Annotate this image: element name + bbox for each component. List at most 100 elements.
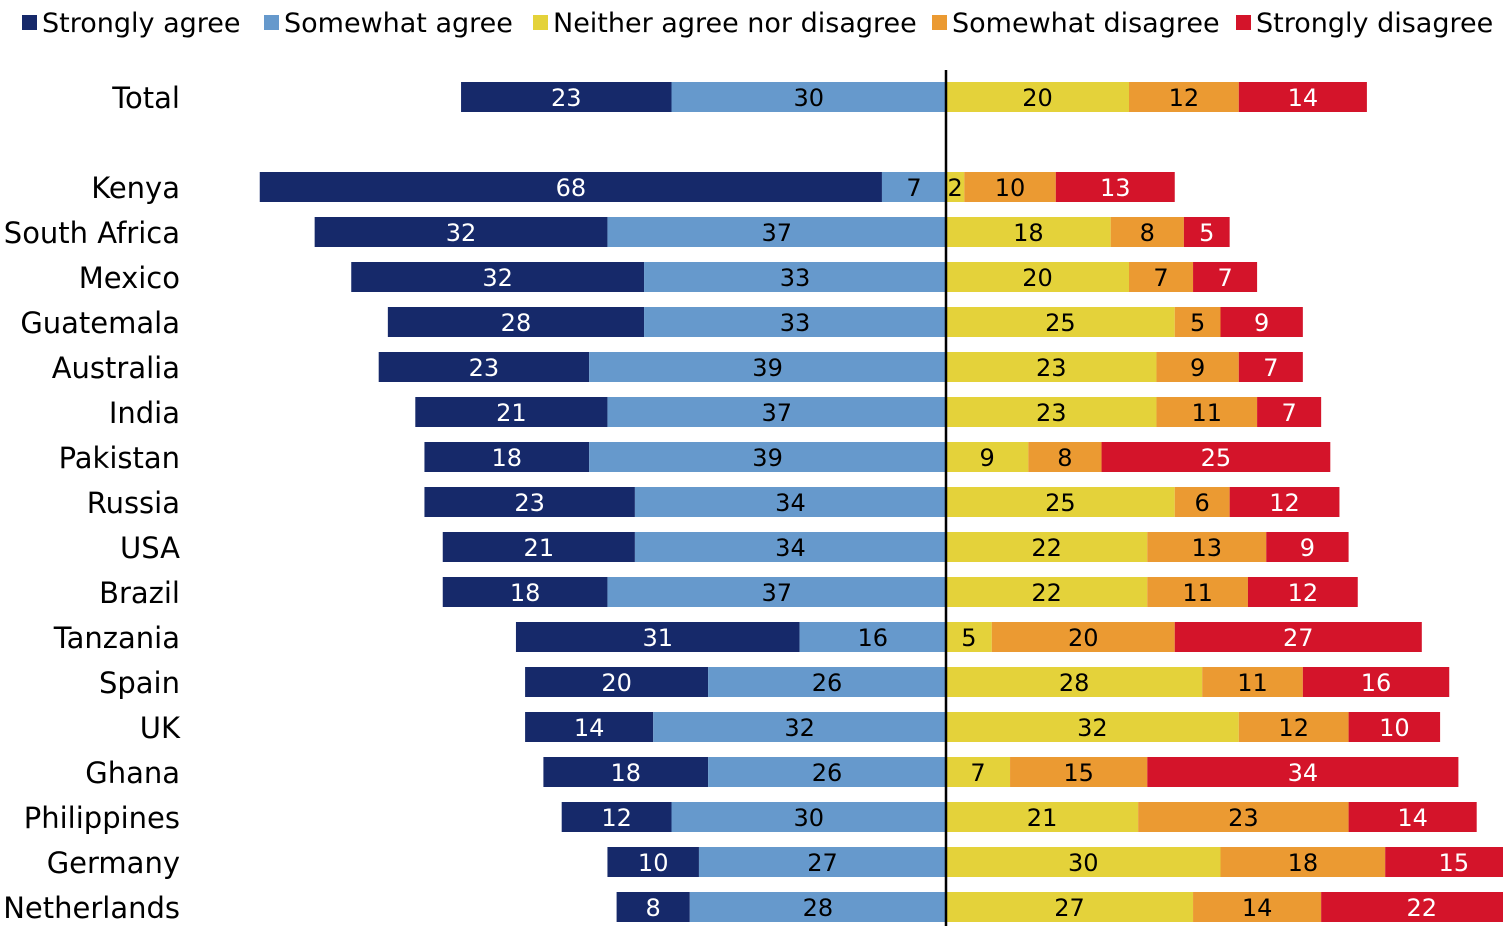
data-label-australia-strongly-disagree: 7 bbox=[1263, 354, 1278, 382]
bar-germany-somewhat-agree bbox=[698, 847, 946, 877]
data-label-kenya-strongly-disagree: 13 bbox=[1100, 174, 1131, 202]
data-label-russia-strongly-disagree: 12 bbox=[1269, 489, 1300, 517]
data-label-pakistan-somewhat-disagree: 8 bbox=[1057, 444, 1072, 472]
data-label-ghana-somewhat-disagree: 15 bbox=[1063, 759, 1094, 787]
category-label-guatemala: Guatemala bbox=[20, 306, 180, 340]
bar-spain-neither-agree-nor-disagree bbox=[946, 667, 1203, 697]
bar-spain-strongly-agree bbox=[525, 667, 709, 697]
data-label-uk-strongly-agree: 14 bbox=[574, 714, 605, 742]
data-label-usa-strongly-disagree: 9 bbox=[1300, 534, 1315, 562]
data-label-total-somewhat-disagree: 12 bbox=[1169, 84, 1200, 112]
data-label-germany-strongly-disagree: 15 bbox=[1439, 849, 1470, 877]
bar-mexico-strongly-agree bbox=[351, 262, 645, 292]
bar-guatemala-somewhat-disagree bbox=[1174, 307, 1221, 337]
bar-south-africa-somewhat-disagree bbox=[1110, 217, 1184, 247]
bar-india-strongly-disagree bbox=[1257, 397, 1322, 427]
bar-netherlands-somewhat-disagree bbox=[1193, 892, 1322, 922]
bar-uk-somewhat-disagree bbox=[1238, 712, 1349, 742]
category-labels: Total Kenya South Africa Mexico Guatemala Aus… bbox=[3, 81, 181, 925]
bar-philippines-strongly-disagree bbox=[1348, 802, 1477, 832]
bar-total-somewhat-agree bbox=[671, 82, 946, 112]
legend-label-neither-agree-nor-disagree: Neither agree nor disagree bbox=[553, 8, 917, 39]
bar-guatemala-strongly-agree bbox=[387, 307, 645, 337]
data-label-kenya-strongly-agree: 68 bbox=[556, 174, 587, 202]
data-label-south-africa-somewhat-disagree: 8 bbox=[1140, 219, 1155, 247]
data-label-usa-somewhat-disagree: 13 bbox=[1191, 534, 1222, 562]
data-label-south-africa-strongly-disagree: 5 bbox=[1199, 219, 1214, 247]
bar-ghana-somewhat-agree bbox=[708, 757, 946, 787]
bar-usa-strongly-agree bbox=[442, 532, 635, 562]
bar-usa-somewhat-agree bbox=[634, 532, 946, 562]
category-label-germany: Germany bbox=[47, 846, 180, 880]
data-label-tanzania-somewhat-agree: 16 bbox=[858, 624, 889, 652]
data-label-brazil-somewhat-agree: 37 bbox=[761, 579, 792, 607]
data-label-usa-neither-agree-nor-disagree: 22 bbox=[1031, 534, 1062, 562]
bar-south-africa-neither-agree-nor-disagree bbox=[946, 217, 1111, 247]
data-label-uk-neither-agree-nor-disagree: 32 bbox=[1077, 714, 1108, 742]
data-label-philippines-neither-agree-nor-disagree: 21 bbox=[1027, 804, 1058, 832]
legend-swatch-somewhat-disagree bbox=[932, 15, 947, 30]
bar-pakistan-strongly-disagree bbox=[1101, 442, 1331, 472]
bar-kenya-strongly-disagree bbox=[1055, 172, 1175, 202]
category-label-tanzania: Tanzania bbox=[53, 621, 180, 655]
data-label-ghana-somewhat-agree: 26 bbox=[812, 759, 843, 787]
bar-usa-strongly-disagree bbox=[1266, 532, 1349, 562]
data-label-brazil-strongly-agree: 18 bbox=[510, 579, 541, 607]
bar-south-africa-strongly-disagree bbox=[1183, 217, 1230, 247]
bar-pakistan-somewhat-disagree bbox=[1028, 442, 1102, 472]
bar-brazil-strongly-disagree bbox=[1247, 577, 1358, 607]
bar-mexico-strongly-disagree bbox=[1193, 262, 1258, 292]
data-label-netherlands-neither-agree-nor-disagree: 27 bbox=[1054, 894, 1085, 922]
data-label-spain-strongly-disagree: 16 bbox=[1361, 669, 1392, 697]
bar-australia-somewhat-agree bbox=[589, 352, 946, 382]
bar-tanzania-somewhat-disagree bbox=[991, 622, 1175, 652]
category-label-kenya: Kenya bbox=[91, 171, 180, 205]
data-label-usa-somewhat-agree: 34 bbox=[775, 534, 806, 562]
bar-netherlands-somewhat-agree bbox=[689, 892, 946, 922]
category-label-philippines: Philippines bbox=[24, 801, 180, 835]
data-label-philippines-strongly-agree: 12 bbox=[601, 804, 632, 832]
bar-total-strongly-agree bbox=[461, 82, 672, 112]
bar-total-neither-agree-nor-disagree bbox=[946, 82, 1129, 112]
data-label-india-somewhat-agree: 37 bbox=[761, 399, 792, 427]
data-label-ghana-strongly-disagree: 34 bbox=[1288, 759, 1319, 787]
bar-brazil-strongly-agree bbox=[442, 577, 608, 607]
bar-philippines-neither-agree-nor-disagree bbox=[946, 802, 1139, 832]
data-label-south-africa-somewhat-agree: 37 bbox=[761, 219, 792, 247]
legend-swatch-strongly-agree bbox=[22, 15, 37, 30]
bar-usa-neither-agree-nor-disagree bbox=[946, 532, 1148, 562]
data-label-germany-somewhat-disagree: 18 bbox=[1288, 849, 1319, 877]
bar-kenya-neither-agree-nor-disagree bbox=[946, 172, 965, 202]
data-label-india-neither-agree-nor-disagree: 23 bbox=[1036, 399, 1067, 427]
bar-brazil-somewhat-agree bbox=[607, 577, 946, 607]
bar-russia-neither-agree-nor-disagree bbox=[946, 487, 1175, 517]
bar-total-somewhat-disagree bbox=[1129, 82, 1239, 112]
data-label-mexico-somewhat-disagree: 7 bbox=[1153, 264, 1168, 292]
category-label-india: India bbox=[109, 396, 180, 430]
data-label-philippines-somewhat-disagree: 23 bbox=[1228, 804, 1259, 832]
bar-kenya-somewhat-agree bbox=[881, 172, 946, 202]
category-label-mexico: Mexico bbox=[79, 261, 180, 295]
data-label-india-strongly-disagree: 7 bbox=[1281, 399, 1296, 427]
bar-kenya-strongly-agree bbox=[259, 172, 882, 202]
bar-australia-strongly-agree bbox=[378, 352, 590, 382]
category-label-australia: Australia bbox=[52, 351, 180, 385]
data-label-brazil-somewhat-disagree: 11 bbox=[1182, 579, 1213, 607]
bar-ghana-neither-agree-nor-disagree bbox=[946, 757, 1011, 787]
legend-label-strongly-agree: Strongly agree bbox=[42, 8, 240, 39]
bar-russia-somewhat-disagree bbox=[1174, 487, 1230, 517]
data-label-netherlands-somewhat-disagree: 14 bbox=[1242, 894, 1273, 922]
bar-russia-strongly-agree bbox=[424, 487, 635, 517]
data-label-tanzania-strongly-agree: 31 bbox=[643, 624, 674, 652]
category-label-pakistan: Pakistan bbox=[59, 441, 180, 475]
bar-tanzania-neither-agree-nor-disagree bbox=[946, 622, 992, 652]
bar-pakistan-neither-agree-nor-disagree bbox=[946, 442, 1029, 472]
bar-india-somewhat-disagree bbox=[1156, 397, 1258, 427]
category-label-uk: UK bbox=[140, 711, 181, 745]
data-label-spain-neither-agree-nor-disagree: 28 bbox=[1059, 669, 1090, 697]
bar-netherlands-strongly-agree bbox=[616, 892, 690, 922]
bar-brazil-somewhat-disagree bbox=[1147, 577, 1248, 607]
data-label-guatemala-strongly-disagree: 9 bbox=[1254, 309, 1269, 337]
